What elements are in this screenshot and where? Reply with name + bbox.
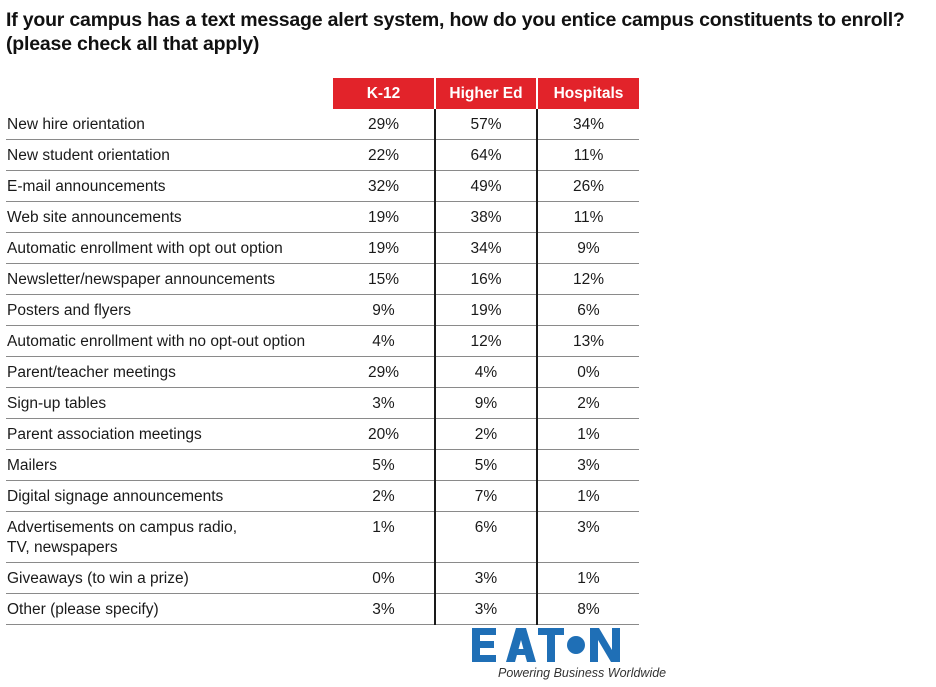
higher-ed-value: 7%	[435, 480, 538, 513]
higher-ed-value: 19%	[435, 294, 538, 327]
higher-ed-value: 38%	[435, 201, 538, 234]
hospitals-value: 11%	[537, 139, 639, 172]
row-label: Parent association meetings	[6, 418, 333, 451]
table-row: E-mail announcements 32% 49% 26%	[6, 170, 639, 203]
row-label: Automatic enrollment with opt out option	[6, 232, 333, 265]
table-row: Sign-up tables 3% 9% 2%	[6, 387, 639, 420]
row-label: Posters and flyers	[6, 294, 333, 327]
table-row: Automatic enrollment with no opt-out opt…	[6, 325, 639, 358]
hospitals-value: 11%	[537, 201, 639, 234]
k12-value: 29%	[333, 356, 436, 389]
hospitals-value: 2%	[537, 387, 639, 420]
row-label: Sign-up tables	[6, 387, 333, 420]
k12-value: 0%	[333, 562, 436, 595]
k12-value: 29%	[333, 109, 436, 141]
column-header-hospitals: Hospitals	[536, 78, 639, 109]
page-title: If your campus has a text message alert …	[6, 9, 905, 55]
hospitals-value: 8%	[537, 593, 639, 626]
higher-ed-value: 2%	[435, 418, 538, 451]
k12-value: 2%	[333, 480, 436, 513]
table-row: Giveaways (to win a prize) 0% 3% 1%	[6, 562, 639, 595]
row-label: Advertisements on campus radio, TV, news…	[6, 511, 333, 564]
table-row: Posters and flyers 9% 19% 6%	[6, 294, 639, 327]
higher-ed-value: 3%	[435, 562, 538, 595]
higher-ed-value: 49%	[435, 170, 538, 203]
higher-ed-value: 34%	[435, 232, 538, 265]
table-row: Newsletter/newspaper announcements 15% 16%…	[6, 263, 639, 296]
k12-value: 5%	[333, 449, 436, 482]
higher-ed-value: 9%	[435, 387, 538, 420]
table-row: Parent association meetings 20% 2% 1%	[6, 418, 639, 451]
hospitals-value: 1%	[537, 418, 639, 451]
k12-value: 4%	[333, 325, 436, 358]
survey-table: K-12 Higher Ed Hospitals New hire orient…	[6, 78, 639, 626]
row-label: Mailers	[6, 449, 333, 482]
row-label: New student orientation	[6, 139, 333, 172]
table-row: Parent/teacher meetings 29% 4% 0%	[6, 356, 639, 389]
k12-value: 3%	[333, 387, 436, 420]
k12-value: 20%	[333, 418, 436, 451]
k12-value: 32%	[333, 170, 436, 203]
table-row: Web site announcements 19% 38% 11%	[6, 201, 639, 234]
logo-tagline: Powering Business Worldwide	[498, 666, 667, 680]
table-row: Digital signage announcements 2% 7% 1%	[6, 480, 639, 513]
hospitals-value: 6%	[537, 294, 639, 327]
hospitals-value: 1%	[537, 562, 639, 595]
column-header-higher-ed: Higher Ed	[434, 78, 537, 109]
eaton-logo: Powering Business Worldwide	[472, 628, 666, 684]
row-label: Giveaways (to win a prize)	[6, 562, 333, 595]
k12-value: 22%	[333, 139, 436, 172]
hospitals-value: 3%	[537, 449, 639, 482]
k12-value: 19%	[333, 232, 436, 265]
higher-ed-value: 57%	[435, 109, 538, 141]
hospitals-value: 1%	[537, 480, 639, 513]
table-row: New hire orientation 29% 57% 34%	[6, 109, 639, 141]
hospitals-value: 0%	[537, 356, 639, 389]
row-label: Parent/teacher meetings	[6, 356, 333, 389]
column-header-k12: K-12	[333, 78, 435, 109]
table-row: New student orientation 22% 64% 11%	[6, 139, 639, 172]
eaton-logo-mark	[472, 628, 620, 662]
table-row: Automatic enrollment with opt out option…	[6, 232, 639, 265]
hospitals-value: 9%	[537, 232, 639, 265]
table-row: Mailers 5% 5% 3%	[6, 449, 639, 482]
k12-value: 3%	[333, 593, 436, 626]
higher-ed-value: 4%	[435, 356, 538, 389]
higher-ed-value: 64%	[435, 139, 538, 172]
higher-ed-value: 3%	[435, 593, 538, 626]
header-row: K-12 Higher Ed Hospitals	[6, 78, 639, 109]
higher-ed-value: 12%	[435, 325, 538, 358]
hospitals-value: 3%	[537, 511, 639, 564]
k12-value: 19%	[333, 201, 436, 234]
table-body: New hire orientation 29% 57% 34% New student…	[6, 109, 639, 626]
row-label: New hire orientation	[6, 109, 333, 141]
hospitals-value: 13%	[537, 325, 639, 358]
row-label: Newsletter/newspaper announcements	[6, 263, 333, 296]
row-label: Automatic enrollment with no opt-out opt…	[6, 325, 333, 358]
higher-ed-value: 6%	[435, 511, 538, 564]
hospitals-value: 26%	[537, 170, 639, 203]
table-row: Other (please specify) 3% 3% 8%	[6, 593, 639, 626]
table-row: Advertisements on campus radio, TV, news…	[6, 511, 639, 564]
k12-value: 15%	[333, 263, 436, 296]
higher-ed-value: 5%	[435, 449, 538, 482]
hospitals-value: 12%	[537, 263, 639, 296]
row-label: Digital signage announcements	[6, 480, 333, 513]
k12-value: 1%	[333, 511, 436, 564]
row-label: Web site announcements	[6, 201, 333, 234]
k12-value: 9%	[333, 294, 436, 327]
higher-ed-value: 16%	[435, 263, 538, 296]
header-blank	[6, 78, 333, 109]
hospitals-value: 34%	[537, 109, 639, 141]
row-label: E-mail announcements	[6, 170, 333, 203]
row-label: Other (please specify)	[6, 593, 333, 626]
